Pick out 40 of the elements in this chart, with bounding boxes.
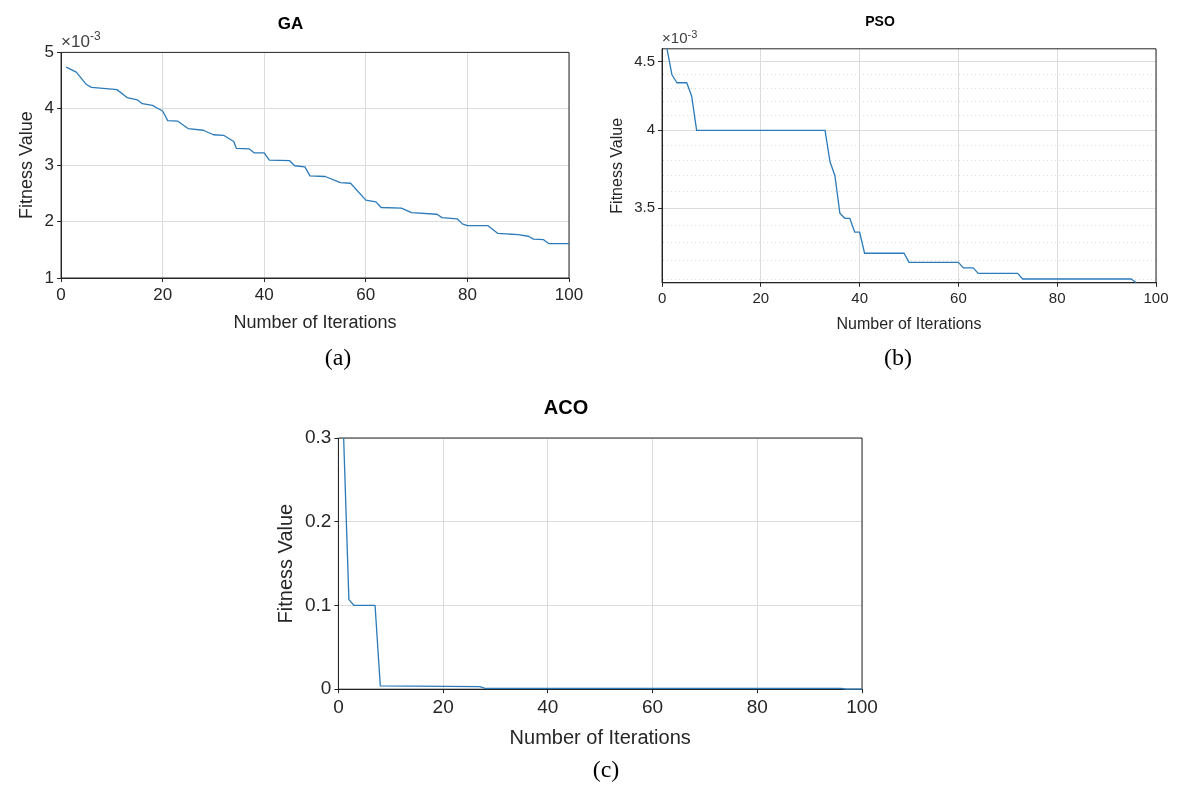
y-tick-label: 0.1 [304, 593, 332, 615]
y-tick-label: 1 [44, 267, 55, 287]
y-tick-label: 0.3 [304, 426, 332, 448]
x-axis-title: Number of Iterations [233, 312, 397, 333]
text: (a) [323, 344, 353, 371]
x-tick-label: 40 [254, 284, 274, 304]
x-tick-label: 80 [746, 695, 768, 717]
y-tick-label: 0.2 [304, 509, 332, 531]
x-tick-label: 20 [432, 695, 454, 717]
y-tick-label: 3.5 [634, 198, 656, 216]
x-tick-label: 60 [641, 695, 664, 717]
x-tick-label: 80 [457, 284, 477, 304]
chart-title: PSO [865, 13, 895, 30]
x-tick-label: 100 [554, 284, 584, 304]
y-tick-label: 4.5 [634, 51, 656, 69]
y-tick-label: 4 [44, 98, 55, 118]
y-tick-label: 3 [44, 154, 55, 174]
chart-title: ACO [543, 395, 589, 418]
x-tick-label: 40 [537, 695, 559, 717]
chart-title: GA [277, 13, 304, 33]
x-tick-label: 20 [153, 284, 173, 304]
x-tick-label: 100 [846, 695, 878, 717]
y-axis-title: Fitness Value [15, 111, 36, 220]
x-tick-label: 60 [950, 288, 967, 306]
x-axis-title: Number of Iterations [509, 725, 691, 748]
text: (c) [591, 756, 621, 783]
text: (b) [883, 344, 913, 371]
y-tick-label: 2 [44, 211, 55, 231]
y-axis-title: Fitness Value [608, 117, 626, 214]
x-tick-label: 80 [1048, 288, 1066, 306]
x-tick-label: 40 [851, 288, 868, 306]
y-tick-label: 5 [44, 42, 55, 62]
x-axis-title: Number of Iterations [836, 314, 982, 332]
x-tick-label: 60 [356, 284, 376, 304]
x-tick-label: 20 [752, 288, 770, 306]
x-tick-label: 0 [657, 288, 667, 306]
x-tick-label: 100 [1143, 288, 1169, 306]
y-tick-label: 4 [646, 120, 656, 138]
y-axis-title: Fitness Value [273, 503, 296, 624]
y-tick-label: 0 [320, 677, 332, 699]
